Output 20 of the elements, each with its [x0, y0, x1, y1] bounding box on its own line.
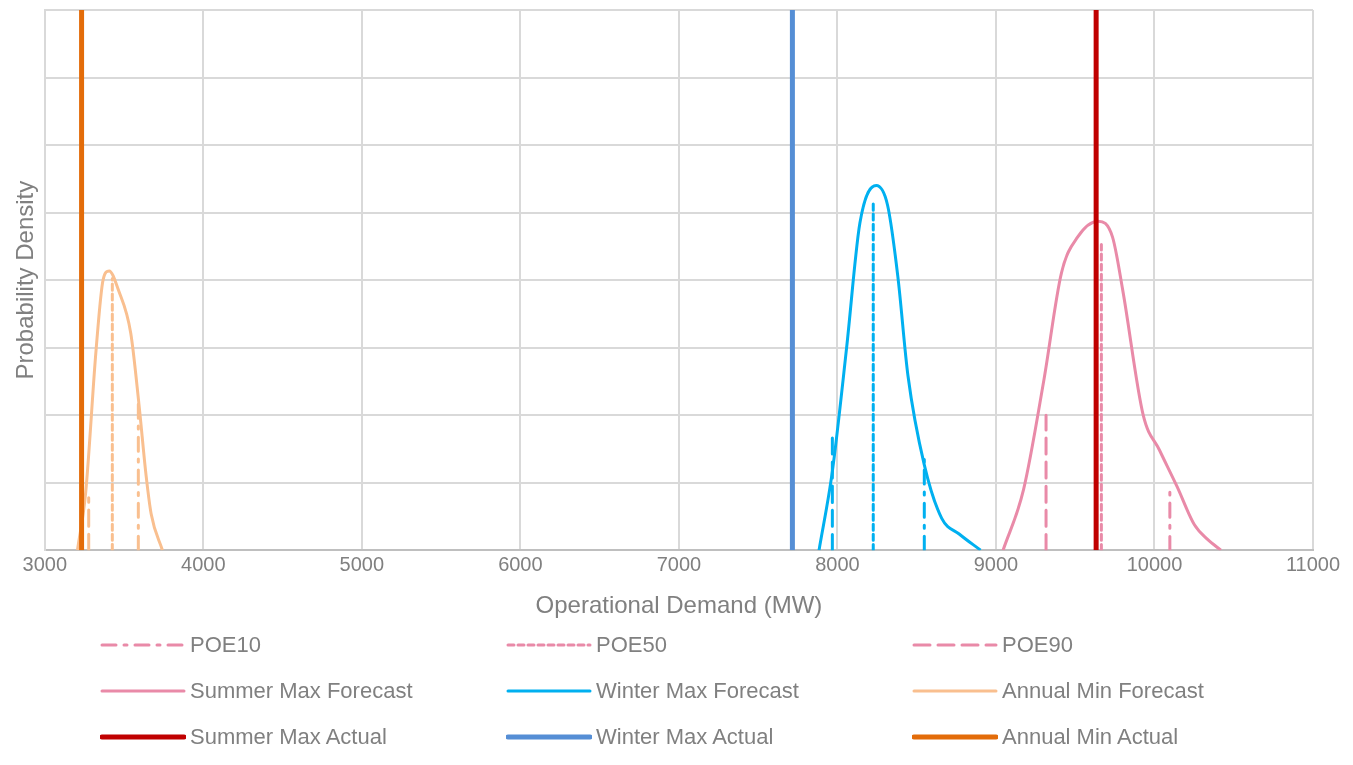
x-tick-label: 5000: [339, 552, 385, 575]
x-tick-label: 8000: [815, 552, 860, 575]
x-tick-label: 9000: [973, 552, 1019, 575]
y-axis-title: Probability Density: [11, 180, 39, 380]
legend-label: Summer Max Actual: [190, 724, 387, 750]
x-tick-label: 3000: [22, 552, 68, 575]
x-tick-label: 7000: [656, 552, 702, 575]
x-tick-label: 6000: [498, 552, 543, 575]
x-tick-label: 10000: [1126, 552, 1183, 575]
x-tick-label: 4000: [181, 552, 226, 575]
legend-label: Annual Min Forecast: [1002, 678, 1204, 704]
x-tick-label: 11000: [1285, 552, 1341, 575]
legend-label: Winter Max Actual: [596, 724, 774, 750]
legend-label: Annual Min Actual: [1002, 724, 1179, 750]
x-axis-title: Operational Demand (MW): [535, 591, 823, 619]
legend-label: POE10: [190, 632, 261, 658]
legend-label: POE50: [596, 632, 667, 658]
legend-label: Winter Max Forecast: [596, 678, 799, 704]
legend-label: POE90: [1002, 632, 1073, 658]
legend-label: Summer Max Forecast: [190, 678, 413, 704]
